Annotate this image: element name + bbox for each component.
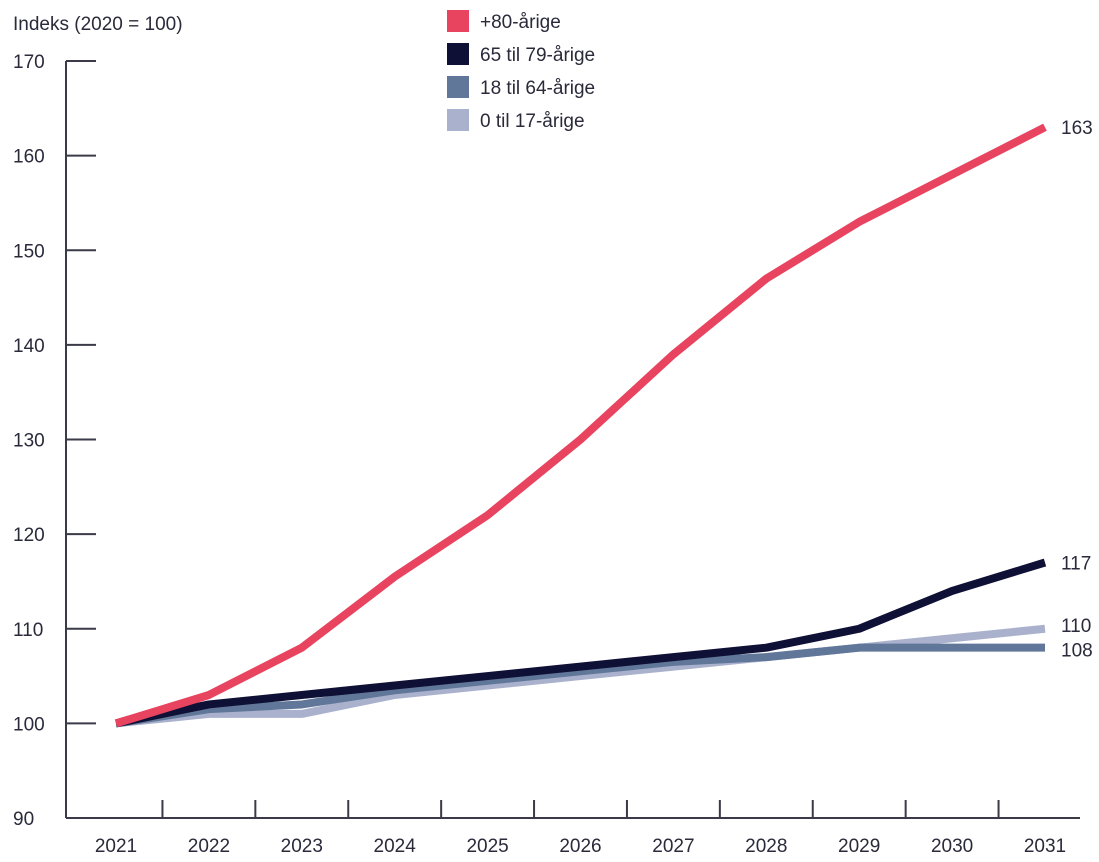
legend-label: +80-årige <box>480 12 561 33</box>
end-value-label: 117 <box>1061 554 1091 575</box>
y-tick-label: 90 <box>13 809 34 830</box>
legend-swatch <box>447 109 469 131</box>
x-tick-label: 2021 <box>95 836 137 857</box>
y-tick-label: 120 <box>13 525 45 546</box>
end-value-label: 110 <box>1061 616 1091 637</box>
x-tick-label: 2030 <box>931 836 973 857</box>
x-tick-label: 2031 <box>1024 836 1066 857</box>
y-tick-label: 100 <box>13 714 45 735</box>
legend-swatch <box>447 43 469 65</box>
series-line-3 <box>115 643 1045 728</box>
series-line-2 <box>115 558 1047 728</box>
legend-swatch <box>447 76 469 98</box>
x-tick-label: 2023 <box>281 836 323 857</box>
x-tick-label: 2029 <box>838 836 880 857</box>
y-axis-label: Indeks (2020 = 100) <box>13 14 183 35</box>
y-tick-label: 130 <box>13 431 45 452</box>
legend-label: 0 til 17-årige <box>480 111 585 132</box>
y-tick-label: 170 <box>13 52 45 73</box>
end-value-label: 163 <box>1061 118 1093 139</box>
y-tick-label: 160 <box>13 147 45 168</box>
legend-label: 65 til 79-årige <box>480 45 595 66</box>
x-tick-label: 2026 <box>559 836 601 857</box>
y-tick-label: 110 <box>13 620 43 641</box>
legend-label: 18 til 64-årige <box>480 78 595 99</box>
x-tick-label: 2027 <box>652 836 694 857</box>
y-tick-label: 150 <box>13 241 45 262</box>
legend-swatch <box>447 10 469 32</box>
end-value-label: 108 <box>1061 641 1093 662</box>
x-tick-label: 2028 <box>745 836 787 857</box>
y-tick-label: 140 <box>13 336 45 357</box>
series-line-1 <box>114 123 1047 728</box>
x-tick-label: 2022 <box>188 836 230 857</box>
x-tick-label: 2025 <box>466 836 508 857</box>
x-tick-label: 2024 <box>374 836 417 857</box>
